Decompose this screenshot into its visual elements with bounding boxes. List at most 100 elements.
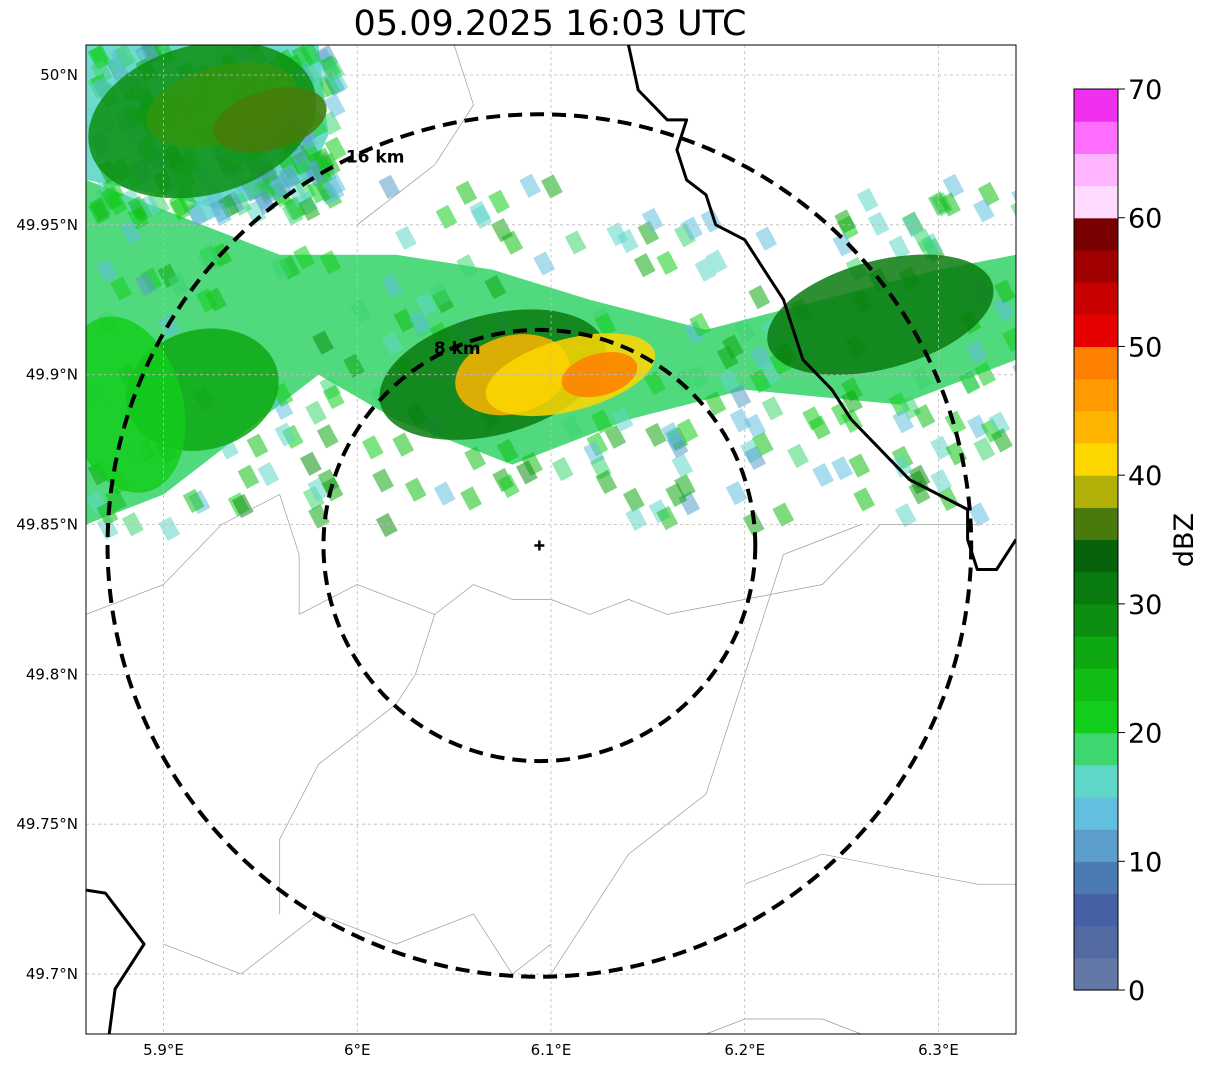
reflectivity-cell [193, 198, 216, 223]
reflectivity-cell [254, 177, 277, 202]
reflectivity-cell [88, 200, 111, 225]
reflectivity-cell [375, 512, 398, 538]
reflectivity-cell [939, 192, 961, 217]
reflectivity-cell [973, 198, 995, 223]
y-tick-label: 49.75°N [16, 815, 78, 833]
colorbar-segment [1074, 282, 1118, 315]
reflectivity-cell [853, 487, 876, 512]
reflectivity-cell [269, 173, 291, 199]
x-tick-label: 6.1°E [531, 1041, 572, 1059]
reflectivity-cell [722, 334, 744, 359]
reflectivity-cell [372, 468, 394, 493]
reflectivity-cell [910, 365, 933, 391]
reflectivity-cell [687, 364, 710, 390]
colorbar-segment [1074, 636, 1118, 669]
reflectivity-cell [674, 473, 696, 499]
reflectivity-cell [139, 193, 161, 219]
reflectivity-cell [533, 251, 556, 276]
colorbar-tick-label: 20 [1128, 719, 1162, 750]
reflectivity-cell [307, 477, 330, 502]
colorbar-segment [1074, 314, 1118, 348]
reflectivity-cell [990, 428, 1013, 453]
reflectivity-cell [561, 352, 638, 398]
colorbar-frame [1073, 88, 1119, 991]
colorbar-segment [1074, 829, 1118, 862]
reflectivity-cell [110, 276, 132, 301]
reflectivity-cell [318, 152, 341, 177]
reflectivity-cell [625, 506, 648, 531]
plot-frame [85, 44, 1017, 1035]
colorbar-segment [1074, 121, 1118, 154]
reflectivity-cell [105, 191, 128, 216]
reflectivity-cell [705, 249, 728, 274]
region-boundary [86, 493, 300, 615]
reflectivity-cell [968, 502, 990, 527]
reflectivity-cell [95, 258, 118, 284]
reflectivity-cell [769, 350, 792, 375]
reflectivity-cell [665, 482, 688, 507]
reflectivity-cell [908, 464, 931, 489]
colorbar-segment [1074, 732, 1118, 766]
reflectivity-cell [516, 460, 538, 485]
reflectivity-cell [772, 502, 795, 527]
reflectivity-cell [299, 451, 322, 476]
reflectivity-cell [429, 281, 452, 307]
colorbar-segment [1074, 346, 1118, 380]
reflectivity-cell [848, 453, 871, 478]
y-tick-labels: 50°N 49.95°N 49.9°N 49.85°N 49.8°N 49.75°N 49.… [16, 66, 78, 983]
reflectivity-cell [484, 274, 507, 300]
reflectivity-cell [122, 512, 144, 537]
reflectivity-cell [594, 312, 617, 337]
reflectivity-cell [213, 87, 327, 153]
reflectivity-cell [676, 418, 699, 443]
reflectivity-cell [497, 473, 520, 499]
y-tick-label: 49.9°N [26, 366, 78, 384]
reflectivity-cell [994, 279, 1016, 304]
reflectivity-cell [469, 200, 491, 225]
reflectivity-cell [231, 493, 254, 519]
colorbar: 0 10 20 30 40 50 60 70 dBZ [1073, 75, 1200, 1007]
reflectivity-cell [270, 256, 292, 281]
reflectivity-cell [841, 389, 863, 414]
colorbar-segment [1074, 249, 1118, 283]
colorbar-tick-label: 70 [1128, 75, 1162, 106]
country-borders [86, 45, 1016, 1034]
reflectivity-cell [271, 395, 294, 420]
reflectivity-cell [281, 201, 304, 226]
reflectivity-cell [257, 462, 280, 487]
reflectivity-cell [856, 187, 879, 213]
colorbar-tick-label: 50 [1128, 332, 1162, 363]
reflectivity-cell [488, 189, 510, 214]
reflectivity-cell [127, 195, 150, 221]
country-border [86, 888, 146, 1034]
reflectivity-cell [674, 223, 696, 248]
reflectivity-cell [560, 414, 583, 439]
reflectivity-cell [90, 59, 113, 84]
y-tick-label: 49.7°N [26, 965, 78, 983]
reflectivity-cell [966, 414, 989, 439]
reflectivity-cell [114, 45, 136, 69]
colorbar-segment [1074, 442, 1118, 476]
y-tick-label: 49.95°N [16, 216, 78, 234]
reflectivity-cell [496, 438, 519, 464]
reflectivity-cell [644, 371, 666, 396]
reflectivity-cell [973, 436, 996, 462]
reflectivity-cell [349, 298, 372, 324]
reflectivity-cell [312, 330, 334, 355]
x-tick-label: 6°E [344, 1041, 371, 1059]
reflectivity-cell [913, 404, 936, 429]
reflectivity-cell [308, 504, 330, 529]
reflectivity-cell [182, 488, 205, 514]
reflectivity-cell [491, 218, 513, 243]
reflectivity-cell [210, 201, 232, 227]
colorbar-tick-label: 30 [1128, 590, 1162, 621]
y-tick-label: 50°N [40, 66, 78, 84]
reflectivity-cell [917, 236, 940, 261]
reflectivity-cell [633, 253, 656, 278]
reflectivity-cell [992, 296, 1015, 321]
reflectivity-cell [744, 413, 767, 439]
reflectivity-cell [725, 481, 748, 506]
reflectivity-cell [197, 249, 219, 274]
range-ring [321, 327, 758, 764]
x-tick-label: 5.9°E [143, 1041, 184, 1059]
